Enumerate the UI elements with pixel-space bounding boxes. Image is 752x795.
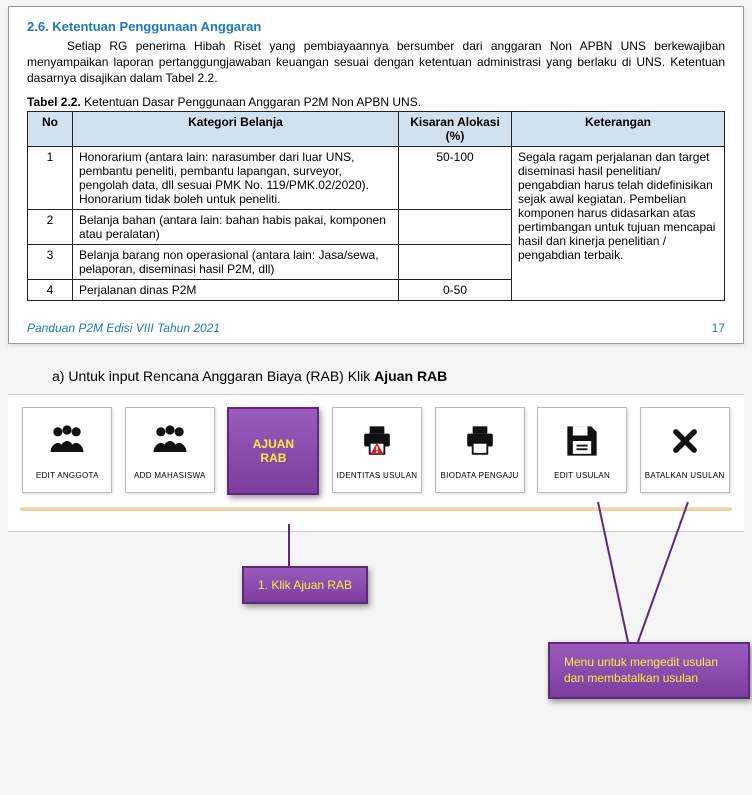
button-label: EDIT ANGGOTA bbox=[36, 471, 99, 480]
biodata-pengaju-button[interactable]: BIODATA PENGAJU bbox=[435, 407, 525, 493]
document-excerpt: 2.6. Ketentuan Penggunaan Anggaran Setia… bbox=[8, 6, 744, 344]
instruction-line: a) Untuk input Rencana Anggaran Biaya (R… bbox=[52, 368, 716, 384]
group-icon bbox=[148, 419, 192, 465]
cell-kategori: Belanja barang non operasional (antara l… bbox=[73, 244, 399, 279]
cell-no: 2 bbox=[28, 209, 73, 244]
cell-no: 1 bbox=[28, 146, 73, 209]
cell-kategori: Honorarium (antara lain: narasumber dari… bbox=[73, 146, 399, 209]
footer-left: Panduan P2M Edisi VIII Tahun 2021 bbox=[27, 321, 220, 335]
table-caption-text: Ketentuan Dasar Penggunaan Anggaran P2M … bbox=[84, 95, 421, 109]
printer-alert-icon bbox=[355, 419, 399, 465]
button-label: BIODATA PENGAJU bbox=[441, 471, 519, 480]
section-heading: 2.6. Ketentuan Penggunaan Anggaran bbox=[27, 19, 725, 34]
th-no: No bbox=[28, 111, 73, 146]
cell-keterangan: Segala ragam perjalanan dan target disem… bbox=[512, 146, 725, 300]
save-icon bbox=[560, 419, 604, 465]
ajuan-rab-button[interactable]: AJUAN RAB bbox=[227, 407, 319, 495]
budget-table: No Kategori Belanja Kisaran Alokasi (%) … bbox=[27, 111, 725, 301]
table-caption: Tabel 2.2. Ketentuan Dasar Penggunaan An… bbox=[27, 95, 725, 109]
button-label-line2: RAB bbox=[260, 451, 286, 465]
button-label: BATALKAN USULAN bbox=[645, 471, 725, 480]
button-label: EDIT USULAN bbox=[554, 471, 610, 480]
instruction-bold: Ajuan RAB bbox=[374, 368, 447, 384]
cancel-icon bbox=[663, 419, 707, 465]
table-caption-label: Tabel 2.2. bbox=[27, 95, 81, 109]
instruction-prefix: a) Untuk input Rencana Anggaran Biaya (R… bbox=[52, 368, 374, 384]
edit-usulan-button[interactable]: EDIT USULAN bbox=[537, 407, 627, 493]
th-kisaran: Kisaran Alokasi (%) bbox=[399, 111, 512, 146]
cell-kategori: Belanja bahan (antara lain: bahan habis … bbox=[73, 209, 399, 244]
cell-alloc: 0-50 bbox=[399, 279, 512, 300]
cell-kategori: Perjalanan dinas P2M bbox=[73, 279, 399, 300]
callout-klik-ajuan: 1. Klik Ajuan RAB bbox=[242, 566, 368, 604]
printer-icon bbox=[458, 419, 502, 465]
connector-line bbox=[568, 502, 718, 652]
cell-alloc bbox=[399, 244, 512, 279]
th-keterangan: Keterangan bbox=[512, 111, 725, 146]
group-icon bbox=[45, 419, 89, 465]
connector-line bbox=[288, 524, 290, 566]
page-footer: Panduan P2M Edisi VIII Tahun 2021 17 bbox=[27, 321, 725, 335]
cell-no: 3 bbox=[28, 244, 73, 279]
footer-page: 17 bbox=[712, 321, 725, 335]
edit-anggota-button[interactable]: EDIT ANGGOTA bbox=[22, 407, 112, 493]
cell-no: 4 bbox=[28, 279, 73, 300]
button-label: IDENTITAS USULAN bbox=[337, 471, 418, 480]
cell-alloc: 50-100 bbox=[399, 146, 512, 209]
table-row: 1 Honorarium (antara lain: narasumber da… bbox=[28, 146, 725, 209]
th-kategori: Kategori Belanja bbox=[73, 111, 399, 146]
cell-alloc bbox=[399, 209, 512, 244]
add-mahasiswa-button[interactable]: ADD MAHASISWA bbox=[125, 407, 215, 493]
annotation-layer: 1. Klik Ajuan RAB Menu untuk mengedit us… bbox=[8, 532, 744, 722]
callout-menu-edit: Menu untuk mengedit usulan dan membatalk… bbox=[548, 642, 750, 700]
button-label: ADD MAHASISWA bbox=[134, 471, 206, 480]
section-paragraph: Setiap RG penerima Hibah Riset yang pemb… bbox=[27, 38, 725, 87]
identitas-usulan-button[interactable]: IDENTITAS USULAN bbox=[332, 407, 422, 493]
button-label-line1: AJUAN bbox=[253, 437, 294, 451]
batalkan-usulan-button[interactable]: BATALKAN USULAN bbox=[640, 407, 730, 493]
